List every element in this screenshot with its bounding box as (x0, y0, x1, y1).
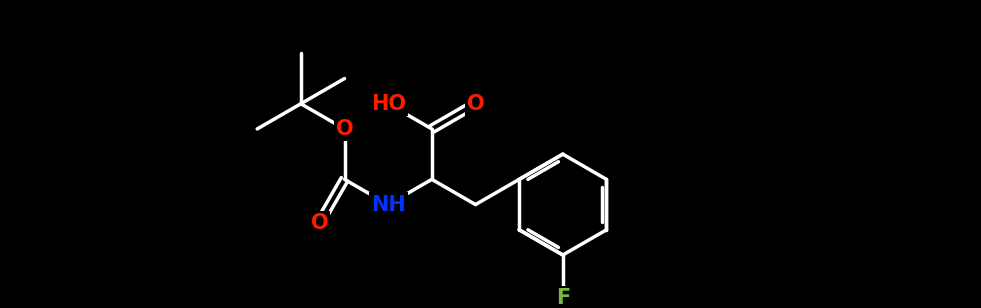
Text: NH: NH (371, 195, 405, 215)
Text: O: O (467, 94, 485, 114)
Text: O: O (336, 119, 353, 139)
Text: O: O (311, 213, 328, 233)
Text: F: F (555, 288, 570, 308)
Text: HO: HO (371, 94, 406, 114)
